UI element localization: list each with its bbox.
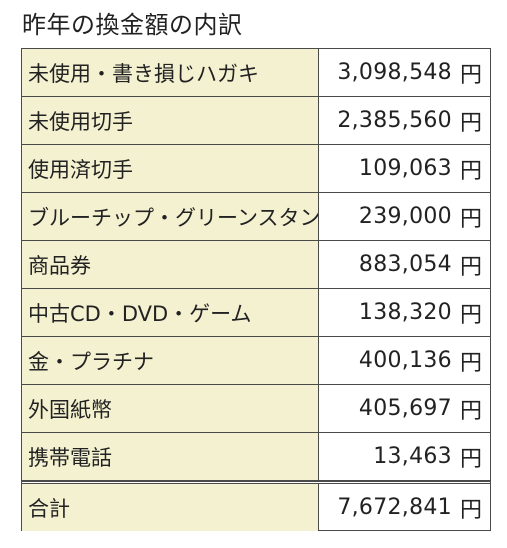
row-unit: 円 — [459, 110, 482, 136]
row-amount: 2,385,560 — [337, 108, 452, 133]
table-row: 未使用切手 2,385,560 円 — [22, 97, 490, 145]
row-amount: 13,463 — [373, 444, 452, 469]
total-label: 合計 — [22, 484, 319, 531]
total-unit: 円 — [459, 497, 482, 523]
row-label: 中古CD・DVD・ゲーム — [22, 289, 319, 336]
row-value: 138,320 円 — [319, 289, 490, 336]
total-amount: 7,672,841 — [337, 495, 452, 520]
row-value: 405,697 円 — [319, 385, 490, 432]
row-value: 239,000 円 — [319, 193, 490, 240]
table-row: 外国紙幣 405,697 円 — [22, 385, 490, 433]
row-value: 3,098,548 円 — [319, 49, 490, 96]
table-row: 金・プラチナ 400,136 円 — [22, 337, 490, 385]
row-value: 13,463 円 — [319, 433, 490, 480]
table-row: ブルーチップ・グリーンスタンプ 239,000 円 — [22, 193, 490, 241]
row-unit: 円 — [459, 158, 482, 184]
table-row: 中古CD・DVD・ゲーム 138,320 円 — [22, 289, 490, 337]
row-amount: 109,063 — [358, 156, 452, 181]
row-unit: 円 — [459, 302, 482, 328]
page-title: 昨年の換金額の内訳 — [22, 11, 243, 39]
breakdown-table: 未使用・書き損じハガキ 3,098,548 円 未使用切手 2,385,560 … — [21, 48, 491, 531]
row-unit: 円 — [459, 62, 482, 88]
total-value: 7,672,841 円 — [319, 484, 490, 531]
row-value: 883,054 円 — [319, 241, 490, 288]
row-value: 400,136 円 — [319, 337, 490, 384]
row-unit: 円 — [459, 350, 482, 376]
row-label: 未使用・書き損じハガキ — [22, 49, 319, 96]
row-label: ブルーチップ・グリーンスタンプ — [22, 193, 319, 240]
row-label: 携帯電話 — [22, 433, 319, 480]
row-label: 未使用切手 — [22, 97, 319, 144]
row-amount: 239,000 — [358, 204, 452, 229]
row-amount: 138,320 — [358, 300, 452, 325]
table-row: 使用済切手 109,063 円 — [22, 145, 490, 193]
row-unit: 円 — [459, 254, 482, 280]
row-unit: 円 — [459, 398, 482, 424]
row-amount: 883,054 — [358, 252, 452, 277]
row-amount: 400,136 — [358, 348, 452, 373]
table-row: 商品券 883,054 円 — [22, 241, 490, 289]
row-label: 金・プラチナ — [22, 337, 319, 384]
row-unit: 円 — [459, 446, 482, 472]
row-value: 109,063 円 — [319, 145, 490, 192]
row-label: 外国紙幣 — [22, 385, 319, 432]
table-row: 未使用・書き損じハガキ 3,098,548 円 — [22, 49, 490, 97]
row-unit: 円 — [459, 206, 482, 232]
table-row: 携帯電話 13,463 円 — [22, 433, 490, 481]
row-label: 商品券 — [22, 241, 319, 288]
row-value: 2,385,560 円 — [319, 97, 490, 144]
row-amount: 405,697 — [358, 396, 452, 421]
total-row: 合計 7,672,841 円 — [22, 481, 490, 531]
row-label: 使用済切手 — [22, 145, 319, 192]
row-amount: 3,098,548 — [337, 60, 452, 85]
